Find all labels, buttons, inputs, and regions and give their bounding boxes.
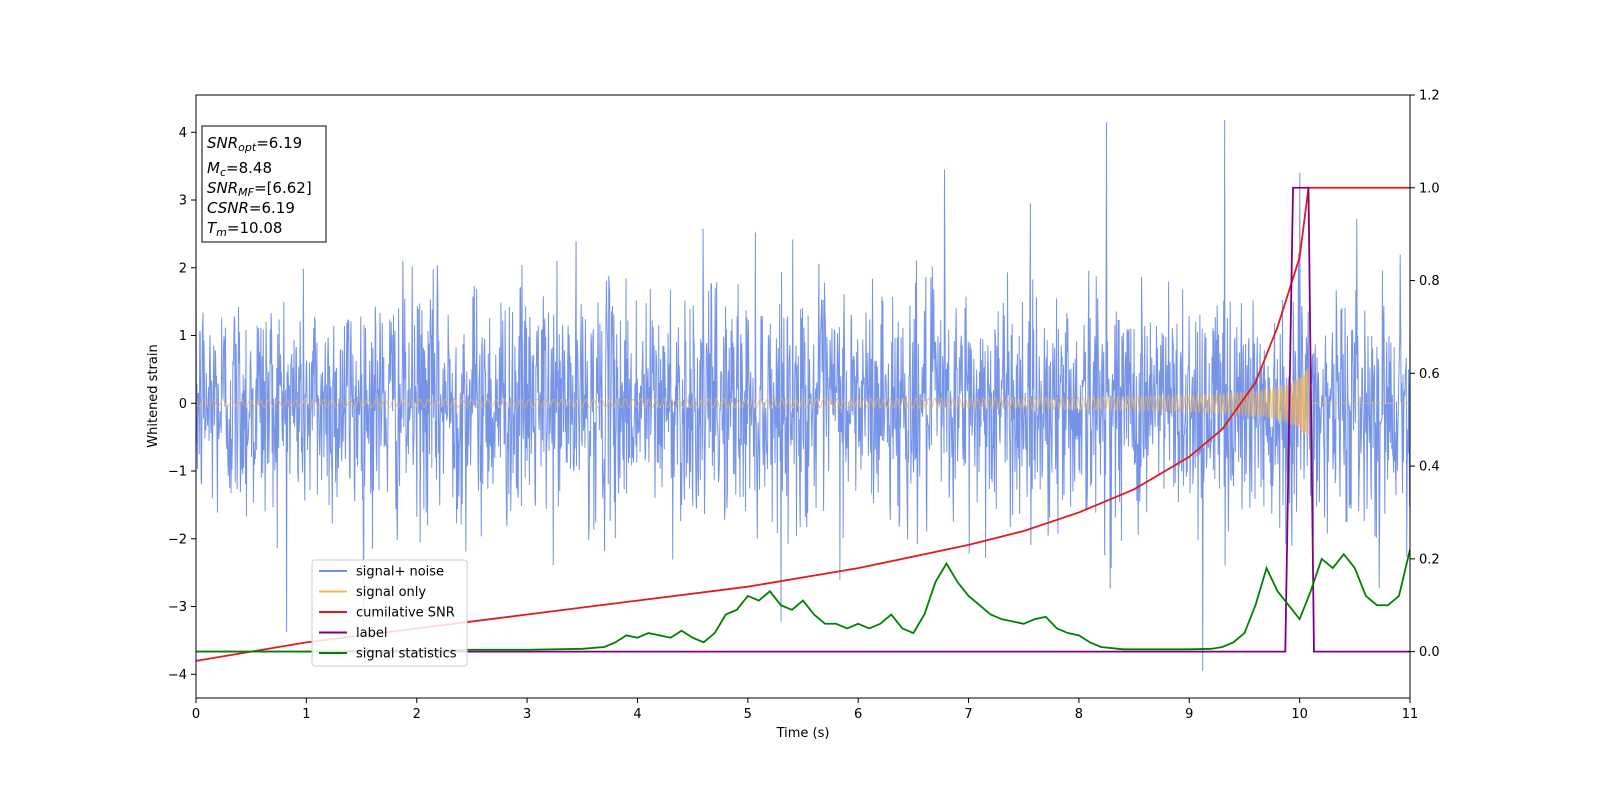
y-tick-label: −2: [168, 532, 187, 547]
stats-line: CSNR=6.19: [207, 199, 295, 217]
y-axis-left: 4 3 2 1 0 −1 −2 −3 −4: [168, 126, 196, 683]
legend-label: label: [356, 626, 387, 641]
y-tick-label: 4: [179, 126, 187, 141]
legend: signal+ noise signal only cumilative SNR la…: [311, 559, 468, 667]
stats-line: Tm=10.08: [207, 219, 282, 239]
x-tick-label: 11: [1402, 707, 1419, 722]
x-tick-label: 3: [523, 707, 531, 722]
x-tick-label: 8: [1075, 707, 1083, 722]
x-tick-label: 10: [1291, 707, 1308, 722]
x-tick-label: 6: [854, 707, 862, 722]
y2-tick-label: 0.6: [1419, 367, 1440, 382]
y-tick-label: 3: [179, 194, 187, 209]
x-axis-label: Time (s): [776, 726, 830, 741]
x-tick-label: 0: [192, 707, 200, 722]
y2-tick-label: 0.4: [1419, 460, 1440, 475]
stats-line: SNRopt=6.19: [207, 134, 302, 154]
y2-tick-label: 0.0: [1419, 645, 1440, 660]
legend-label: signal only: [356, 585, 426, 600]
stats-line: SNRMF=[6.62]: [207, 179, 312, 199]
series-signal-only: [196, 367, 1410, 437]
y-tick-label: 1: [179, 329, 187, 344]
plot-frame: [195, 94, 1411, 699]
y-tick-label: 2: [179, 261, 187, 276]
y-tick-label: −1: [168, 465, 187, 480]
x-tick-label: 1: [302, 707, 310, 722]
y-tick-label: −4: [168, 668, 187, 683]
x-tick-label: 9: [1185, 707, 1193, 722]
y-tick-label: −3: [168, 600, 187, 615]
series-signal-plus-noise: [196, 120, 1410, 671]
legend-label: signal+ noise: [356, 565, 444, 580]
y-tick-label: 0: [179, 397, 187, 412]
series-label: [196, 186, 1410, 653]
series-signal-statistics: [196, 549, 1410, 653]
y2-tick-label: 0.8: [1419, 274, 1440, 289]
stats-line: Mc=8.48: [207, 159, 272, 179]
y2-tick-label: 1.0: [1419, 181, 1440, 196]
x-tick-label: 7: [964, 707, 972, 722]
x-tick-label: 5: [744, 707, 752, 722]
legend-label: cumilative SNR: [356, 606, 455, 621]
y-axis-label: Whitened strain: [146, 344, 161, 447]
y2-tick-label: 1.2: [1419, 89, 1440, 104]
y2-tick-label: 0.2: [1419, 552, 1440, 567]
legend-label: signal statistics: [356, 647, 457, 662]
x-axis: 0 1 2 3 4 5 6 7 8 9 10 11: [192, 698, 1418, 722]
x-tick-label: 2: [413, 707, 421, 722]
x-tick-label: 4: [633, 707, 641, 722]
y-axis-right: 1.2 1.0 0.8 0.6 0.4 0.2 0.0: [1410, 89, 1440, 660]
